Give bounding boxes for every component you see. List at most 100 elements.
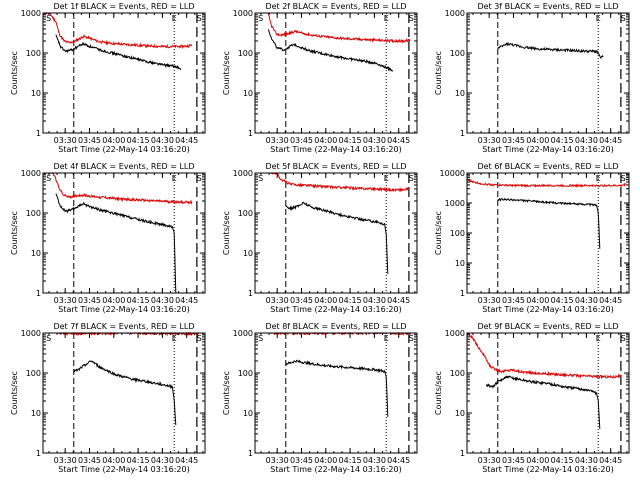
y-tick-label: 100	[238, 369, 253, 378]
x-tick-label: 04:00	[102, 296, 125, 305]
y-tick-label: 1000	[445, 199, 465, 208]
x-tick-label: 04:15	[339, 456, 362, 465]
panel-title: Det 6f BLACK = Events, RED = LLD	[477, 162, 618, 171]
series-line-events	[55, 34, 182, 70]
series-line-lld	[466, 178, 627, 188]
time-marker-e: E	[384, 174, 389, 183]
x-tick-label: 03:45	[78, 456, 101, 465]
panel-2: Det 2f BLACK = Events, RED = LLD 1000 100 1…	[222, 2, 418, 154]
x-axis-title: Start Time (22-May-14 03:16:20)	[482, 465, 613, 474]
y-tick-label: 1	[36, 449, 41, 458]
panel-7: Det 7f BLACK = Events, RED = LLD 1000 100 1…	[10, 322, 206, 474]
x-tick-label: 04:45	[175, 296, 198, 305]
time-marker-s: S	[197, 174, 202, 183]
x-tick-label: 03:45	[502, 136, 525, 145]
y-tick-label: 1	[460, 129, 465, 138]
y-tick-label: 10	[455, 409, 465, 418]
x-tick-label: 04:00	[314, 296, 337, 305]
series-line-lld	[42, 172, 193, 205]
x-tick-label: 04:45	[599, 136, 622, 145]
y-tick-label: 10	[31, 249, 41, 258]
series-line-events	[55, 193, 177, 294]
x-tick-label: 03:45	[502, 296, 525, 305]
x-axis-title: Start Time (22-May-14 03:16:20)	[270, 145, 401, 154]
y-tick-label: 10	[455, 259, 465, 268]
plot-frame	[42, 12, 206, 134]
plot-frame	[466, 12, 630, 134]
panel-title: Det 4f BLACK = Events, RED = LLD	[53, 162, 194, 171]
y-tick-label: 1	[36, 129, 41, 138]
time-marker-s: S	[409, 174, 414, 183]
x-tick-label: 04:00	[314, 136, 337, 145]
y-tick-label: 1000	[21, 9, 41, 18]
time-marker-s: S	[258, 174, 263, 183]
y-tick-label: 1	[248, 129, 253, 138]
plot-frame	[254, 12, 418, 134]
x-tick-label: 03:30	[478, 136, 501, 145]
time-marker-s: S	[46, 334, 51, 343]
panel-title: Det 3f BLACK = Events, RED = LLD	[477, 2, 618, 11]
y-axis-title: Counts/sec	[434, 211, 443, 255]
y-tick-label: 1000	[445, 9, 465, 18]
series-line-events	[497, 197, 601, 249]
y-tick-label: 10	[243, 89, 253, 98]
x-tick-label: 04:15	[551, 456, 574, 465]
x-tick-label: 04:30	[151, 456, 174, 465]
y-tick-label: 10	[455, 89, 465, 98]
y-tick-label: 1	[248, 289, 253, 298]
x-tick-label: 04:30	[363, 136, 386, 145]
panel-5: Det 5f BLACK = Events, RED = LLD 1000 100 1…	[222, 162, 418, 314]
x-tick-label: 04:15	[551, 136, 574, 145]
x-tick-label: 04:30	[575, 456, 598, 465]
time-marker-e: E	[172, 14, 177, 23]
panel-title: Det 5f BLACK = Events, RED = LLD	[265, 162, 406, 171]
panel-title: Det 2f BLACK = Events, RED = LLD	[265, 2, 406, 11]
time-marker-s: S	[621, 334, 626, 343]
x-tick-label: 04:00	[526, 296, 549, 305]
panel-1: Det 1f BLACK = Events, RED = LLD 1000 100 1…	[10, 2, 206, 154]
x-axis-title: Start Time (22-May-14 03:16:20)	[58, 145, 189, 154]
series-line-events	[285, 201, 389, 274]
y-tick-label: 1000	[445, 329, 465, 338]
x-tick-label: 04:15	[339, 296, 362, 305]
x-tick-label: 04:15	[127, 136, 150, 145]
x-tick-label: 03:45	[290, 456, 313, 465]
series-line-lld	[43, 12, 193, 50]
y-axis-title: Counts/sec	[222, 371, 231, 415]
y-tick-label: 1000	[21, 329, 41, 338]
y-axis-title: Counts/sec	[222, 51, 231, 95]
time-marker-e: E	[596, 334, 601, 343]
y-tick-label: 1000	[233, 9, 253, 18]
x-tick-label: 04:30	[363, 456, 386, 465]
y-tick-label: 10000	[440, 169, 465, 178]
x-tick-label: 04:00	[526, 136, 549, 145]
y-tick-label: 10	[31, 89, 41, 98]
x-tick-label: 04:00	[102, 456, 125, 465]
x-tick-label: 03:30	[266, 296, 289, 305]
x-tick-label: 04:00	[526, 456, 549, 465]
y-tick-label: 10	[243, 249, 253, 258]
y-axis-title: Counts/sec	[10, 211, 19, 255]
plot-frame	[254, 332, 418, 454]
time-marker-e: E	[172, 174, 177, 183]
y-axis-title: Counts/sec	[10, 371, 19, 415]
x-axis-title: Start Time (22-May-14 03:16:20)	[482, 145, 613, 154]
y-tick-label: 1000	[233, 169, 253, 178]
time-marker-s: S	[258, 334, 263, 343]
y-tick-label: 1	[460, 289, 465, 298]
y-tick-label: 1000	[233, 329, 253, 338]
time-marker-e: E	[172, 334, 177, 343]
time-marker-e: E	[384, 334, 389, 343]
panel-4: Det 4f BLACK = Events, RED = LLD 1000 100 1…	[10, 162, 206, 314]
x-tick-label: 04:45	[599, 456, 622, 465]
time-marker-s: S	[258, 14, 263, 23]
time-marker-e: E	[384, 14, 389, 23]
series-line-events	[497, 41, 604, 59]
y-tick-label: 1	[36, 289, 41, 298]
x-axis-title: Start Time (22-May-14 03:16:20)	[482, 305, 613, 314]
x-tick-label: 03:45	[78, 136, 101, 145]
x-axis-title: Start Time (22-May-14 03:16:20)	[270, 305, 401, 314]
plot-frame	[466, 172, 630, 294]
x-tick-label: 04:45	[387, 456, 410, 465]
y-tick-label: 100	[450, 229, 465, 238]
